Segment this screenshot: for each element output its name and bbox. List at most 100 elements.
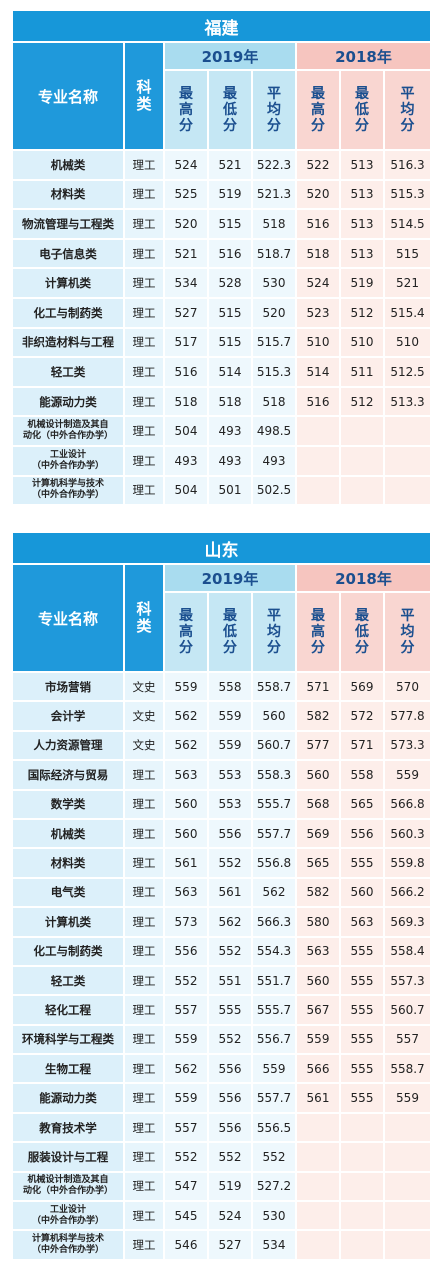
score-cell: 557.7 [253,817,297,848]
score-cell: 562 [209,906,253,936]
table-row: 数学类 理工 560 553 555.7 568 565 566.8 [13,788,430,818]
year-2019-header: 2019年 [165,41,297,69]
major-name: 化工与制药类 [13,296,125,327]
score-cell: 527 [209,1229,253,1259]
score-cell: 555 [341,964,385,995]
score-cell: 519 [341,267,385,297]
score-cell: 555 [341,847,385,877]
score-cell: 560 [165,788,209,818]
category-cell: 理工 [125,759,165,789]
score-cell: 498.5 [253,415,297,445]
major-name: 电子信息类 [13,237,125,268]
table-row: 教育技术学 理工 557 556 556.5 [13,1111,430,1142]
score-cell: 525 [165,178,209,209]
score-cell: 493 [209,415,253,445]
table-row: 材料类 理工 561 552 556.8 565 555 559.8 [13,847,430,877]
score-cell [341,1200,385,1230]
stat-column-header: 最低分 [341,591,385,671]
score-cell: 566.8 [385,788,430,818]
score-cell [297,474,341,505]
score-cell: 566.3 [253,906,297,936]
score-cell: 569.3 [385,906,430,936]
score-cell: 515 [385,237,430,268]
score-cell: 493 [165,444,209,475]
score-cell [341,1141,385,1171]
score-cell [385,1141,430,1171]
score-cell: 556 [209,1053,253,1083]
score-cell: 577.8 [385,700,430,730]
category-cell: 理工 [125,817,165,848]
score-cell: 521 [165,237,209,268]
category-cell: 理工 [125,1053,165,1083]
major-name: 生物工程 [13,1053,125,1083]
score-cell: 515 [209,326,253,357]
major-name: 服装设计与工程 [13,1141,125,1171]
score-cell: 559 [165,1082,209,1112]
score-cell: 551 [209,964,253,995]
score-cell: 555 [341,994,385,1024]
score-cell: 514.5 [385,208,430,238]
score-cell: 530 [253,1200,297,1230]
major-name: 材料类 [13,847,125,877]
score-cell [385,1111,430,1142]
major-name: 机械设计制造及其自 动化（中外合作办学） [13,1170,125,1201]
score-cell: 556 [209,1111,253,1142]
major-name: 计算机科学与技术 （中外合作办学） [13,474,125,505]
score-cell: 545 [165,1200,209,1230]
score-cell: 518 [209,385,253,416]
table-row: 电子信息类 理工 521 516 518.7 518 513 515 [13,237,430,268]
category-cell: 理工 [125,1111,165,1142]
score-cell: 515.3 [253,356,297,386]
score-cell: 559.8 [385,847,430,877]
score-cell: 504 [165,474,209,505]
score-cell: 573.3 [385,729,430,760]
score-cell: 555 [209,994,253,1024]
score-cell: 555 [341,1023,385,1054]
category-cell: 理工 [125,1082,165,1112]
score-cell: 559 [297,1023,341,1054]
score-cell: 566 [297,1053,341,1083]
score-cell: 547 [165,1170,209,1201]
score-cell: 552 [209,847,253,877]
score-cell: 518 [165,385,209,416]
region-title: 福建 [13,11,430,41]
score-cell: 560 [297,964,341,995]
table-row: 能源动力类 理工 518 518 518 516 512 513.3 [13,385,430,416]
category-cell: 理工 [125,296,165,327]
score-cell: 524 [209,1200,253,1230]
score-cell: 511 [341,356,385,386]
score-cell: 558 [341,759,385,789]
score-cell: 528 [209,267,253,297]
score-cell: 522 [297,149,341,179]
score-cell: 493 [253,444,297,475]
score-cell: 558.7 [253,671,297,701]
score-cell [341,444,385,475]
score-cell: 557 [165,1111,209,1142]
score-cell [297,1111,341,1142]
score-cell: 556.8 [253,847,297,877]
score-cell: 582 [297,700,341,730]
score-cell: 582 [297,876,341,907]
table-row: 计算机科学与技术 （中外合作办学） 理工 546 527 534 [13,1229,430,1259]
column-header-row: 最高分最低分平均分最高分最低分平均分 [13,69,430,149]
score-cell: 518.7 [253,237,297,268]
table-row: 机械类 理工 524 521 522.3 522 513 516.3 [13,149,430,179]
score-cell [297,1141,341,1171]
score-cell: 522.3 [253,149,297,179]
table-row: 机械类 理工 560 556 557.7 569 556 560.3 [13,817,430,848]
score-cell: 516 [165,356,209,386]
score-cell: 527.2 [253,1170,297,1201]
table-row: 生物工程 理工 562 556 559 566 555 558.7 [13,1053,430,1083]
score-cell: 560.7 [253,729,297,760]
score-cell: 556 [165,935,209,965]
table-row: 能源动力类 理工 559 556 557.7 561 555 559 [13,1082,430,1112]
category-cell: 理工 [125,1141,165,1171]
score-cell: 555 [341,1053,385,1083]
stat-column-header: 最高分 [297,69,341,149]
stat-column-header: 最高分 [165,69,209,149]
score-cell [385,444,430,475]
category-cell: 理工 [125,1170,165,1201]
major-name: 会计学 [13,700,125,730]
category-cell: 理工 [125,935,165,965]
score-cell: 552 [165,1141,209,1171]
